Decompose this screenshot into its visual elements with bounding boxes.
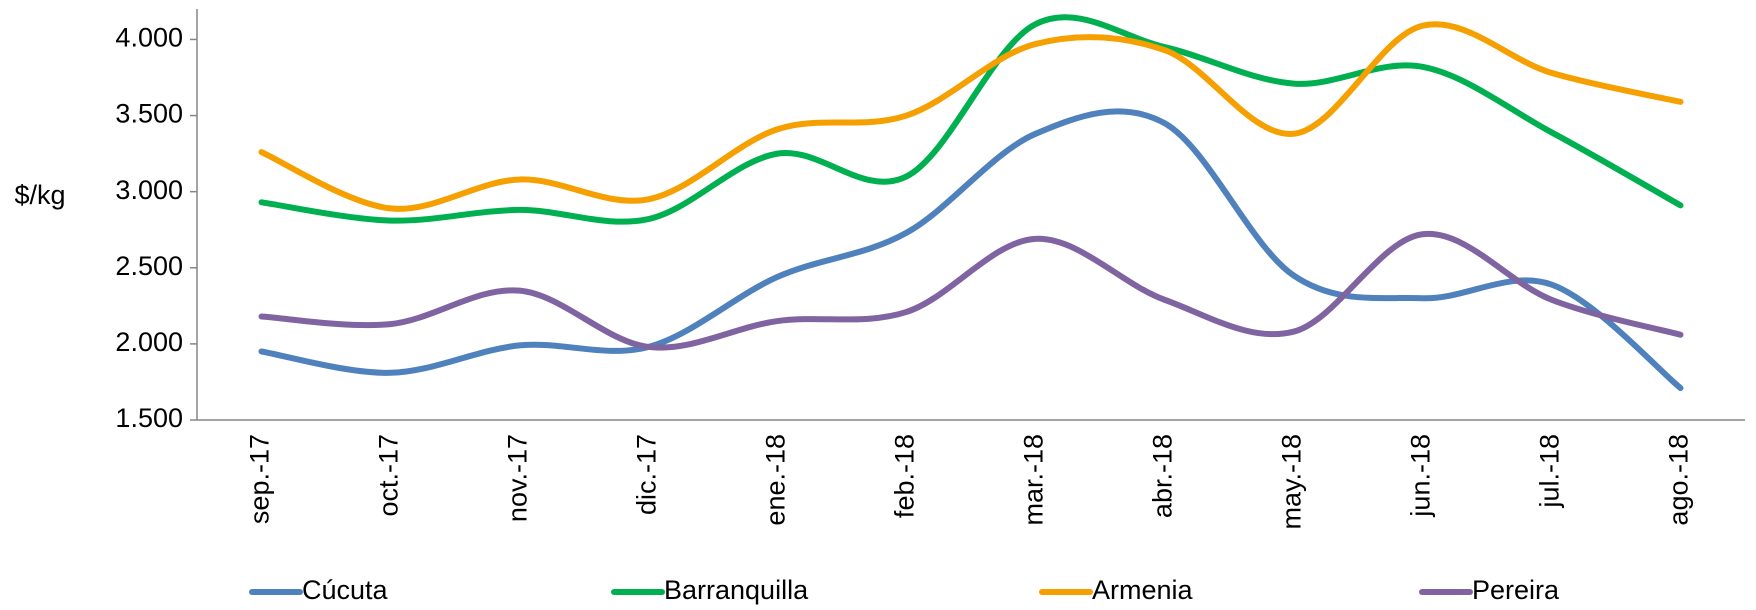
y-tick-label: 2.500 bbox=[115, 251, 183, 281]
legend-label: Cúcuta bbox=[302, 575, 389, 605]
x-tick-label: sep.-17 bbox=[245, 434, 275, 524]
x-tick-label: jul.-18 bbox=[1535, 434, 1565, 509]
legend-label: Armenia bbox=[1092, 575, 1194, 605]
series-line bbox=[258, 21, 1684, 212]
x-tick-label: feb.-18 bbox=[890, 434, 920, 518]
y-axis-label: $/kg bbox=[14, 180, 65, 210]
x-tick-label: nov.-17 bbox=[503, 434, 533, 522]
x-tick-label: ago.-18 bbox=[1664, 434, 1694, 526]
x-tick-label: jun.-18 bbox=[1406, 434, 1436, 518]
series-line bbox=[258, 108, 1684, 392]
y-tick-label: 3.500 bbox=[115, 99, 183, 129]
y-tick-label: 3.000 bbox=[115, 175, 183, 205]
y-tick-label: 1.500 bbox=[115, 403, 183, 433]
series-line bbox=[258, 14, 1684, 225]
x-tick-label: dic.-17 bbox=[632, 434, 662, 515]
x-tick-label: oct.-17 bbox=[374, 434, 404, 517]
x-tick-label: abr.-18 bbox=[1148, 434, 1178, 518]
x-tick-label: mar.-18 bbox=[1019, 434, 1049, 526]
y-tick-label: 4.000 bbox=[115, 23, 183, 53]
y-tick-label: 2.000 bbox=[115, 327, 183, 357]
legend-label: Barranquilla bbox=[664, 575, 809, 605]
x-tick-label: may.-18 bbox=[1277, 434, 1307, 530]
x-tick-label: ene.-18 bbox=[761, 434, 791, 526]
legend-label: Pereira bbox=[1472, 575, 1560, 605]
series-line bbox=[258, 231, 1684, 351]
